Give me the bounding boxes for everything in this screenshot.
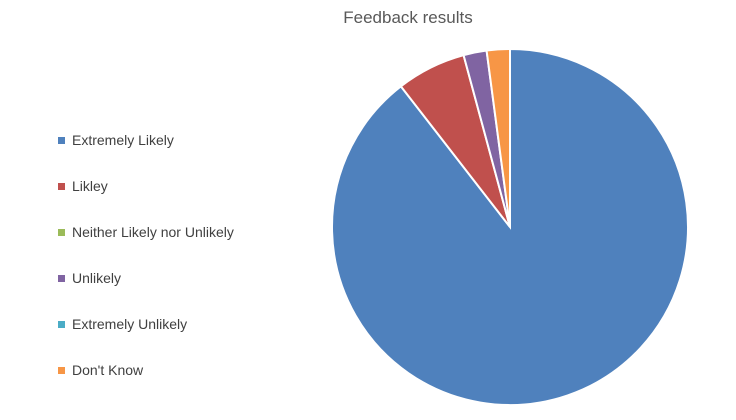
- legend-item-extremely-likely: Extremely Likely: [58, 130, 234, 150]
- legend: Extremely Likely Likley Neither Likely n…: [58, 130, 234, 406]
- legend-label: Don't Know: [72, 362, 144, 378]
- legend-swatch: [58, 182, 65, 190]
- legend-label: Extremely Likely: [72, 132, 174, 148]
- legend-label: Unlikely: [72, 270, 122, 286]
- legend-label: Likley: [72, 178, 108, 194]
- legend-swatch: [58, 320, 65, 328]
- legend-item-extremely-unlikely: Extremely Unlikely: [58, 314, 234, 334]
- legend-swatch: [58, 136, 65, 144]
- legend-item-unlikely: Unlikely: [58, 268, 234, 288]
- pie-slice-don-t-know: [485, 47, 511, 228]
- legend-label: Extremely Unlikely: [72, 316, 188, 332]
- legend-swatch: [58, 274, 65, 282]
- legend-item-likley: Likley: [58, 176, 234, 196]
- legend-label: Neither Likely nor Unlikely: [72, 224, 234, 240]
- legend-item-neither: Neither Likely nor Unlikely: [58, 222, 234, 242]
- legend-swatch: [58, 228, 65, 236]
- legend-item-dont-know: Don't Know: [58, 360, 234, 380]
- legend-swatch: [58, 366, 65, 374]
- chart-title: Feedback results: [343, 8, 473, 27]
